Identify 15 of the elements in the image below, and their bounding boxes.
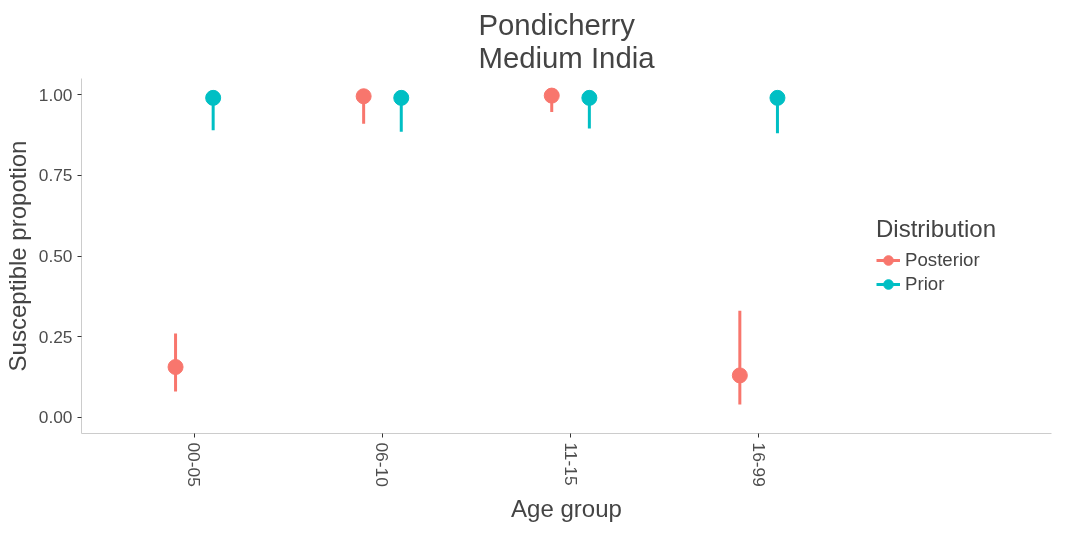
y-tick-label: 1.00 bbox=[38, 84, 73, 105]
legend-label: Posterior bbox=[905, 249, 980, 271]
x-tick-label: 00-05 bbox=[184, 442, 205, 487]
y-tick-label: 0.25 bbox=[38, 326, 73, 347]
y-tick-label: 0.00 bbox=[38, 407, 73, 428]
chart-title: Pondicherry Medium India bbox=[478, 7, 656, 74]
y-tick-label: 0.75 bbox=[38, 165, 73, 186]
x-axis-title: Age group bbox=[511, 494, 622, 522]
legend-label: Prior bbox=[905, 273, 945, 295]
x-tick-label: 11-15 bbox=[560, 442, 581, 486]
x-tick-label: 06-10 bbox=[372, 442, 393, 487]
x-tick-label: 16-99 bbox=[748, 442, 769, 487]
y-axis-title: Susceptible propotion bbox=[3, 140, 31, 372]
y-tick-label: 0.50 bbox=[38, 246, 73, 266]
legend-title: Distribution bbox=[876, 215, 997, 243]
